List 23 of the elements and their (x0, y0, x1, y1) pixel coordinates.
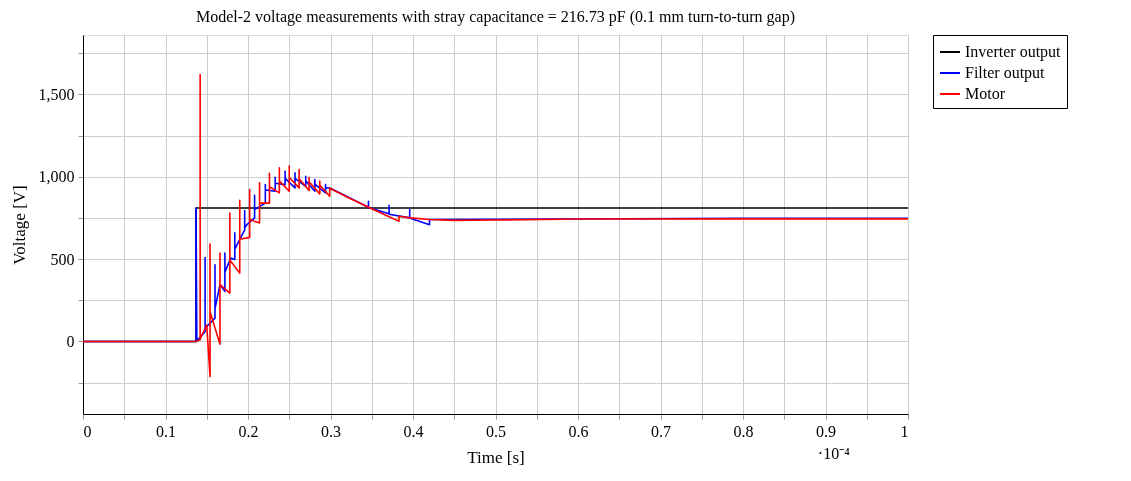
x-tick-label: 0.5 (486, 422, 506, 440)
y-tick-label: 500 (50, 250, 75, 268)
y-tick-label: 0 (66, 333, 75, 350)
y-tick-label: 1,000 (38, 168, 75, 186)
x-tick-label: 0 (83, 422, 92, 440)
legend-label: Filter output (965, 64, 1046, 82)
x-tick-label: 0.3 (321, 422, 341, 440)
x-tick-label: 0.1 (156, 422, 176, 440)
y-axis-title: Voltage [V] (9, 185, 29, 265)
y-tick-label: 1,500 (38, 85, 75, 103)
x-tick-label: 0.7 (651, 422, 671, 440)
x-tick-label: 1 (900, 422, 909, 440)
x-tick-label: 0.2 (238, 422, 259, 440)
legend-label: Inverter output (965, 43, 1062, 61)
chart-title: Model-2 voltage measurements with stray capacitance = 216.73 pF (0.1 mm turn-to-turn gap) (195, 7, 796, 26)
legend-label: Motor (965, 85, 1006, 102)
x-tick-label: 0.9 (816, 422, 836, 440)
text: ·10⁻⁴ (817, 445, 851, 462)
line-series (83, 73, 908, 378)
x-axis-title: Time [s] (467, 447, 525, 467)
x-tick-label: 0.4 (403, 422, 424, 440)
x-tick-label: 0.8 (733, 422, 754, 440)
x-tick-label: 0.6 (568, 422, 589, 440)
